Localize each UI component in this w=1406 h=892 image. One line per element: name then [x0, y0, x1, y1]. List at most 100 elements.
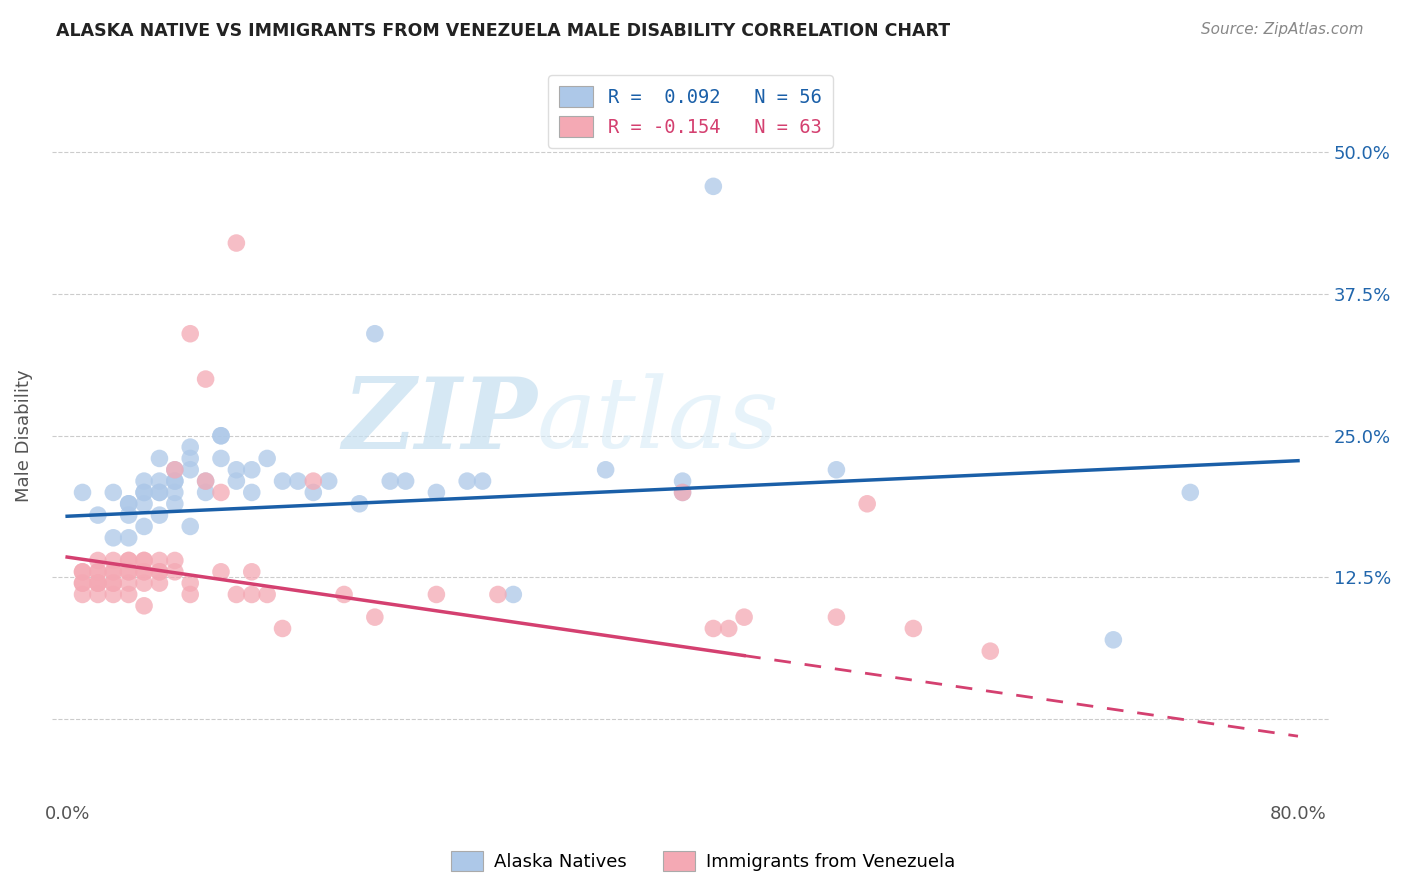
- Point: [132, 474, 155, 488]
- Y-axis label: Male Disability: Male Disability: [15, 369, 32, 502]
- Point: [471, 474, 494, 488]
- Point: [132, 519, 155, 533]
- Point: [425, 485, 447, 500]
- Point: [225, 474, 247, 488]
- Point: [194, 372, 217, 386]
- Point: [118, 531, 141, 545]
- Point: [364, 610, 387, 624]
- Point: [671, 474, 693, 488]
- Point: [132, 576, 155, 591]
- Point: [103, 565, 125, 579]
- Point: [302, 485, 325, 500]
- Point: [87, 565, 110, 579]
- Point: [87, 565, 110, 579]
- Point: [256, 587, 278, 601]
- Point: [903, 622, 925, 636]
- Point: [256, 451, 278, 466]
- Point: [179, 519, 201, 533]
- Point: [132, 485, 155, 500]
- Point: [148, 565, 170, 579]
- Point: [179, 440, 201, 454]
- Point: [287, 474, 309, 488]
- Point: [148, 576, 170, 591]
- Point: [209, 451, 232, 466]
- Point: [364, 326, 387, 341]
- Point: [118, 508, 141, 522]
- Point: [132, 565, 155, 579]
- Point: [179, 587, 201, 601]
- Point: [132, 497, 155, 511]
- Point: [118, 565, 141, 579]
- Point: [118, 553, 141, 567]
- Point: [87, 587, 110, 601]
- Point: [87, 508, 110, 522]
- Point: [179, 326, 201, 341]
- Point: [349, 497, 371, 511]
- Point: [194, 474, 217, 488]
- Point: [702, 622, 724, 636]
- Point: [825, 610, 848, 624]
- Point: [179, 463, 201, 477]
- Point: [209, 565, 232, 579]
- Point: [194, 485, 217, 500]
- Point: [148, 485, 170, 500]
- Point: [148, 553, 170, 567]
- Point: [302, 474, 325, 488]
- Point: [132, 553, 155, 567]
- Point: [72, 485, 94, 500]
- Text: Source: ZipAtlas.com: Source: ZipAtlas.com: [1201, 22, 1364, 37]
- Point: [225, 463, 247, 477]
- Point: [103, 485, 125, 500]
- Point: [502, 587, 524, 601]
- Legend: Alaska Natives, Immigrants from Venezuela: Alaska Natives, Immigrants from Venezuel…: [443, 844, 963, 879]
- Point: [825, 463, 848, 477]
- Point: [148, 565, 170, 579]
- Point: [132, 599, 155, 613]
- Point: [87, 576, 110, 591]
- Point: [118, 553, 141, 567]
- Point: [118, 497, 141, 511]
- Point: [163, 565, 186, 579]
- Point: [72, 565, 94, 579]
- Point: [132, 485, 155, 500]
- Point: [148, 474, 170, 488]
- Point: [103, 576, 125, 591]
- Point: [671, 485, 693, 500]
- Legend: R =  0.092   N = 56, R = -0.154   N = 63: R = 0.092 N = 56, R = -0.154 N = 63: [548, 75, 832, 148]
- Point: [163, 485, 186, 500]
- Point: [103, 553, 125, 567]
- Point: [118, 587, 141, 601]
- Point: [456, 474, 478, 488]
- Point: [163, 463, 186, 477]
- Point: [163, 463, 186, 477]
- Text: ALASKA NATIVE VS IMMIGRANTS FROM VENEZUELA MALE DISABILITY CORRELATION CHART: ALASKA NATIVE VS IMMIGRANTS FROM VENEZUE…: [56, 22, 950, 40]
- Point: [271, 622, 294, 636]
- Point: [225, 235, 247, 250]
- Point: [163, 497, 186, 511]
- Point: [1102, 632, 1125, 647]
- Point: [103, 587, 125, 601]
- Point: [425, 587, 447, 601]
- Point: [87, 576, 110, 591]
- Point: [103, 565, 125, 579]
- Point: [486, 587, 509, 601]
- Point: [163, 474, 186, 488]
- Point: [72, 565, 94, 579]
- Text: ZIP: ZIP: [342, 373, 537, 469]
- Point: [209, 429, 232, 443]
- Point: [148, 508, 170, 522]
- Point: [163, 474, 186, 488]
- Point: [380, 474, 402, 488]
- Point: [1180, 485, 1202, 500]
- Point: [240, 565, 263, 579]
- Point: [209, 429, 232, 443]
- Point: [72, 576, 94, 591]
- Point: [595, 463, 617, 477]
- Point: [271, 474, 294, 488]
- Point: [179, 576, 201, 591]
- Point: [87, 553, 110, 567]
- Point: [240, 463, 263, 477]
- Point: [163, 553, 186, 567]
- Point: [118, 565, 141, 579]
- Point: [333, 587, 356, 601]
